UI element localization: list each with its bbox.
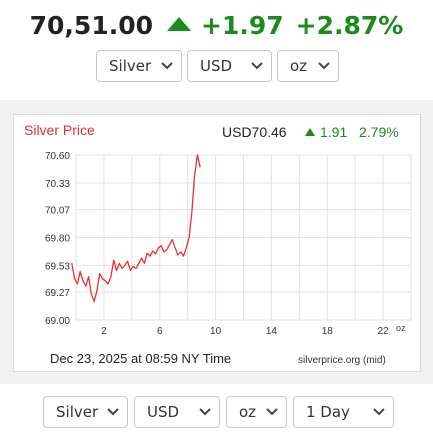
y-tick-label: 70.33 [45,179,70,190]
price-line [71,154,201,303]
price-chart: Silver Price USD70.46 1.91 2.79% 69.00 69… [13,114,421,372]
chevron-down-icon [266,408,278,416]
unit-select-value: oz [290,57,308,75]
chart-panel: Silver Price USD70.46 1.91 2.79% 69.00 69… [0,100,433,384]
chart-canvas: Silver Price USD70.46 1.91 2.79% 69.00 69… [24,122,412,366]
metal-select-bottom[interactable]: Silver [43,396,128,428]
chevron-down-icon [373,408,385,416]
price-ticker: 70,51.00 +1.97 +2.87% [0,8,433,44]
y-tick-label: 70.07 [45,206,70,217]
chart-quote: USD70.46 [222,124,287,140]
x-tick-label: 2 [101,326,107,337]
price-change-percent: +2.87% [295,11,404,40]
y-tick-label: 69.27 [45,288,70,299]
x-tick-label: 22 [378,326,390,337]
currency-select-bottom-value: USD [147,403,180,421]
x-tick-label: 10 [210,326,222,337]
up-arrow-icon [305,128,315,136]
chart-change: 1.91 [320,124,347,140]
currency-select[interactable]: USD [187,50,272,82]
chart-title: Silver Price [24,122,95,138]
period-select[interactable]: 1 Day [293,396,394,428]
y-tick-label: 69.53 [45,261,70,272]
chevron-down-icon [251,62,263,70]
currency-select-bottom[interactable]: USD [134,396,220,428]
y-tick-label: 69.00 [45,316,70,327]
chart-source: silverprice.org (mid) [298,355,386,366]
chart-change-percent: 2.79% [359,124,399,140]
unit-select[interactable]: oz [277,50,339,82]
y-tick-label: 70.60 [45,151,70,162]
chart-timestamp: Dec 23, 2025 at 08:59 NY Time [50,351,231,366]
unit-select-bottom-value: oz [239,403,257,421]
unit-select-bottom[interactable]: oz [226,396,287,428]
price-change: +1.97 [201,11,284,40]
metal-select-value: Silver [109,57,152,75]
metal-select-bottom-value: Silver [56,403,99,421]
x-tick-label: 14 [266,326,278,337]
up-arrow-icon [167,17,192,31]
x-tick-label: 6 [157,326,163,337]
current-price: 70,51.00 [29,11,154,40]
chevron-down-icon [318,62,330,70]
chevron-down-icon [161,62,173,70]
chevron-down-icon [107,408,119,416]
chevron-down-icon [199,408,211,416]
metal-select[interactable]: Silver [96,50,182,82]
x-tick-label: 18 [322,326,334,337]
period-select-value: 1 Day [306,403,350,421]
y-tick-label: 69.80 [45,234,70,245]
unit-label: oz [396,323,406,333]
currency-select-value: USD [200,57,233,75]
